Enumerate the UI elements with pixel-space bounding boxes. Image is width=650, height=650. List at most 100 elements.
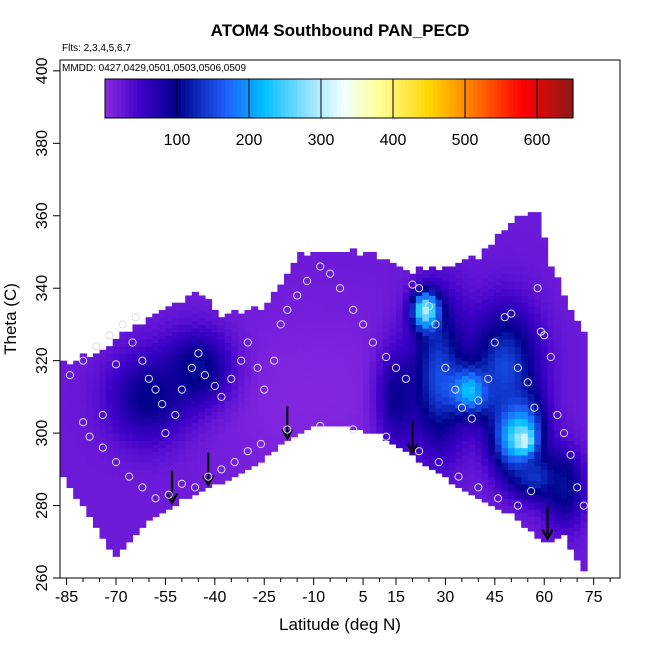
heatmap-cell [218, 382, 226, 391]
heatmap-cell [455, 306, 463, 315]
heatmap-cell [442, 425, 450, 434]
heatmap-cell [330, 404, 338, 412]
heatmap-cell [132, 520, 140, 528]
colorbar-swatch [217, 79, 222, 118]
colorbar-swatch [225, 79, 230, 118]
heatmap-cell [106, 440, 114, 449]
heatmap-cell [330, 389, 338, 398]
colorbar-swatch [125, 79, 130, 118]
heatmap-cell [198, 382, 206, 391]
heatmap-cell [554, 422, 562, 431]
heatmap-cell [323, 309, 331, 318]
heatmap-cell [139, 505, 147, 514]
heatmap-cell [527, 436, 535, 445]
heatmap-cell [415, 411, 423, 420]
heatmap-cell [560, 404, 568, 412]
heatmap-cell [415, 382, 423, 391]
x-tick-label: -85 [55, 589, 78, 606]
heatmap-cell [369, 259, 377, 268]
heatmap-cell [145, 360, 153, 369]
heatmap-cell [475, 324, 483, 333]
heatmap-cell [92, 476, 101, 485]
heatmap-cell [316, 367, 325, 376]
heatmap-cell [165, 393, 173, 402]
heatmap-cell [185, 491, 193, 499]
heatmap-cell [185, 433, 193, 441]
heatmap-cell [547, 462, 555, 470]
heatmap-cell [336, 353, 344, 362]
heatmap-cell [132, 389, 140, 398]
heatmap-cell [303, 306, 311, 315]
heatmap-cell [204, 400, 213, 409]
heatmap-cell [165, 465, 173, 474]
heatmap-cell [99, 386, 107, 394]
heatmap-cell [66, 458, 74, 467]
heatmap-cell [448, 309, 456, 318]
heatmap-cell [488, 244, 496, 253]
heatmap-cell [501, 389, 509, 398]
heatmap-cell [508, 324, 516, 333]
colorbar-swatch [153, 79, 158, 118]
heatmap-cell [99, 429, 107, 438]
heatmap-cell [277, 299, 285, 307]
heatmap-cell [251, 342, 259, 351]
heatmap-cell [125, 483, 134, 492]
heatmap-cell [297, 418, 305, 427]
heatmap-cell [573, 357, 582, 365]
heatmap-cell [303, 386, 311, 394]
heatmap-cell [224, 443, 232, 452]
heatmap-cell [501, 462, 509, 470]
heatmap-cell [349, 299, 358, 307]
heatmap-cell [112, 389, 120, 398]
heatmap-cell [172, 483, 180, 492]
heatmap-cell [198, 447, 206, 456]
heatmap-cell [494, 277, 503, 286]
heatmap-cell [290, 328, 298, 336]
heatmap-cell [119, 447, 127, 456]
heatmap-cell [527, 277, 535, 286]
heatmap-cell [554, 530, 562, 539]
heatmap-cell [257, 338, 265, 347]
x-tick-label: 30 [437, 589, 455, 606]
heatmap-cell [198, 433, 206, 441]
heatmap-cell [455, 357, 463, 365]
heatmap-cell [277, 422, 285, 431]
heatmap-cell [231, 447, 239, 456]
heatmap-cell [330, 360, 338, 369]
heatmap-cell [92, 425, 101, 434]
sample-point [92, 342, 101, 351]
heatmap-cell [554, 364, 562, 373]
heatmap-cell [158, 447, 167, 456]
heatmap-cell [264, 440, 272, 449]
heatmap-cell [508, 295, 516, 304]
heatmap-cell [145, 382, 153, 391]
heatmap-cell [389, 328, 397, 336]
heatmap-cell [139, 367, 147, 376]
sample-point [260, 385, 269, 394]
heatmap-cell [79, 389, 87, 398]
heatmap-cell [303, 371, 311, 380]
heatmap-cell [409, 382, 417, 391]
heatmap-cell [343, 338, 351, 347]
heatmap-cell [145, 404, 153, 412]
heatmap-cell [540, 331, 549, 340]
heatmap-cell [218, 353, 226, 362]
heatmap-cell [580, 447, 588, 456]
heatmap-cell [514, 476, 522, 485]
heatmap-cell [119, 404, 127, 412]
heatmap-cell [158, 476, 167, 485]
heatmap-cell [257, 411, 265, 420]
colorbar-swatch [317, 79, 322, 118]
heatmap-cell [527, 342, 535, 351]
heatmap-cell [172, 346, 180, 355]
heatmap-cell [540, 476, 549, 485]
heatmap-cell [455, 422, 463, 431]
heatmap-cell [244, 411, 252, 420]
heatmap-cell [60, 447, 68, 456]
heatmap-cell [521, 338, 529, 347]
heatmap-cell [237, 371, 246, 380]
heatmap-cell [303, 299, 311, 307]
heatmap-cell [475, 396, 483, 405]
heatmap-cell [270, 335, 279, 344]
